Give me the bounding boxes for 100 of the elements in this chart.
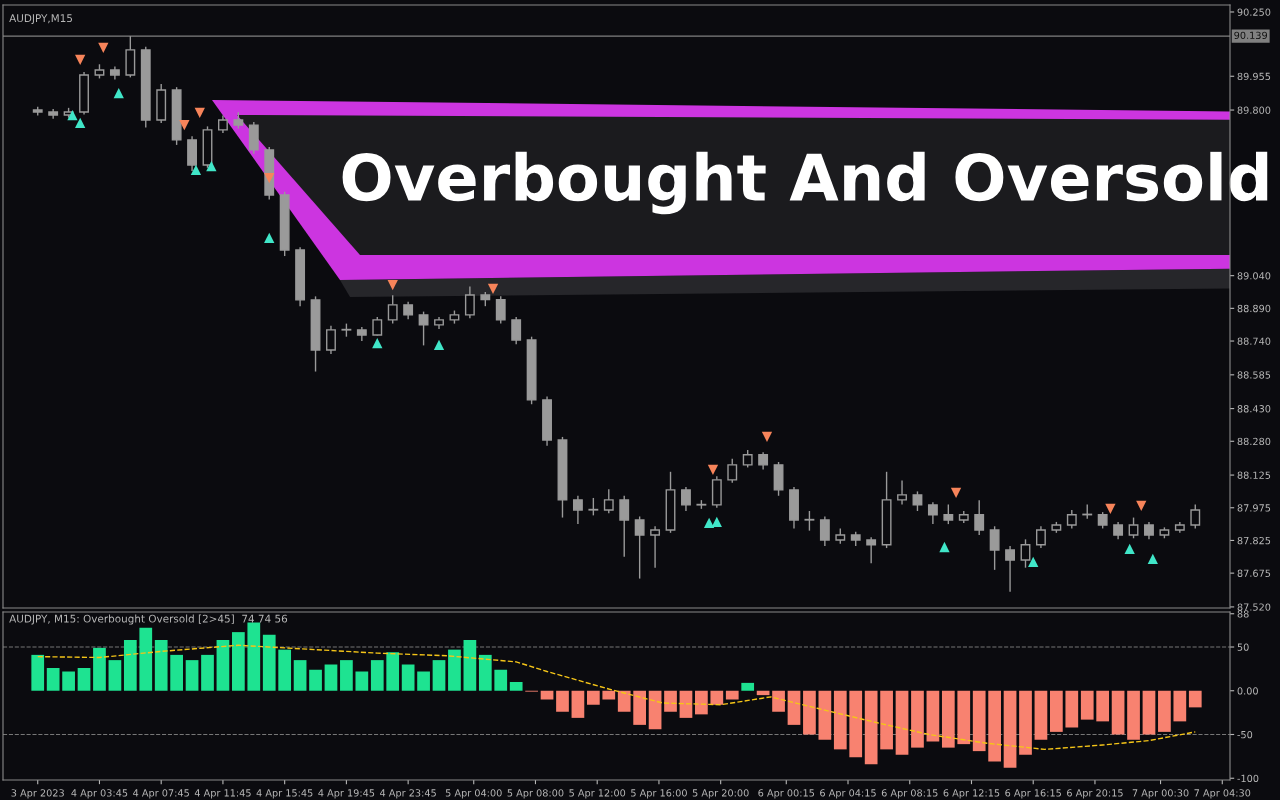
bar — [540, 690, 554, 700]
bar — [617, 690, 631, 712]
point — [711, 516, 722, 528]
bar — [432, 660, 446, 691]
y-tick-label: 88.430 — [1237, 405, 1271, 413]
bar — [108, 660, 122, 691]
bar — [247, 622, 261, 691]
point — [179, 119, 190, 131]
x-tick-label: 4 Apr 15:45 — [256, 789, 313, 799]
point — [264, 172, 275, 184]
bar — [1003, 690, 1017, 768]
y-tick-label: 87.825 — [1237, 536, 1271, 545]
bar — [309, 669, 322, 691]
bar — [324, 664, 338, 691]
bar — [401, 664, 415, 691]
bar — [1050, 690, 1063, 732]
candlestick — [1174, 521, 1185, 534]
candlestick — [1113, 521, 1124, 541]
bar — [1096, 690, 1110, 722]
bar — [31, 654, 45, 691]
x-tick-label: 5 Apr 20:00 — [692, 789, 749, 799]
y-tick-label: 88.280 — [1237, 437, 1271, 446]
bar — [1111, 690, 1125, 735]
bar — [262, 634, 276, 691]
y-tick-label: 87.675 — [1237, 569, 1271, 577]
candlestick — [1144, 521, 1154, 541]
bar — [648, 690, 662, 730]
point — [98, 42, 109, 54]
x-tick-label: 5 Apr 08:00 — [507, 789, 564, 799]
y-tick-label: 90.250 — [1237, 8, 1271, 16]
candlestick — [326, 325, 336, 355]
point — [206, 160, 217, 172]
point — [707, 464, 719, 475]
candlestick — [109, 65, 120, 81]
candlestick — [1035, 525, 1046, 549]
candlestick — [819, 515, 830, 547]
bar — [833, 690, 847, 750]
text: AUDJPY,M15 — [9, 14, 73, 25]
x-tick-label: 5 Apr 04:00 — [445, 789, 502, 799]
bar — [463, 640, 477, 691]
candlestick — [48, 108, 59, 120]
bar — [571, 690, 585, 718]
y-tick-label: 89.040 — [1237, 272, 1271, 280]
bar — [633, 690, 647, 725]
x-tick-label: 7 Apr 00:30 — [1132, 789, 1189, 799]
bar — [1127, 690, 1140, 740]
y-tick-label: 87.520 — [1237, 603, 1271, 611]
bar — [478, 654, 492, 691]
bar — [1080, 690, 1094, 720]
y-tick-label: 88.740 — [1237, 337, 1271, 345]
candlestick — [187, 135, 198, 172]
point — [487, 283, 499, 295]
x-tick-label: 3 Apr 2023 — [11, 789, 64, 799]
y-tick-label: 88.125 — [1237, 471, 1271, 479]
x-tick-label: 4 Apr 03:45 — [71, 789, 128, 799]
candlestick — [927, 501, 938, 525]
point — [67, 109, 78, 121]
bar — [293, 660, 307, 691]
point — [75, 117, 86, 129]
bar — [170, 654, 183, 691]
bar — [679, 690, 693, 718]
candlestick — [681, 486, 691, 512]
y-tick-label: 88 — [1237, 610, 1249, 618]
x-tick-label: 6 Apr 20:15 — [1067, 789, 1123, 799]
y-tick-label: 89.800 — [1237, 106, 1271, 114]
bar — [448, 649, 461, 691]
point — [703, 517, 715, 528]
bar — [1034, 690, 1048, 740]
y-tick-label: 88.890 — [1237, 304, 1271, 313]
bar — [895, 690, 909, 755]
candlestick — [866, 536, 877, 565]
y-tick-label: 0.00 — [1237, 687, 1258, 695]
bar — [62, 671, 75, 691]
x-tick-label: 6 Apr 12:15 — [943, 789, 1000, 799]
bar — [340, 660, 353, 691]
bar — [880, 690, 893, 750]
bar — [509, 682, 523, 691]
bar — [77, 668, 91, 691]
bar — [46, 668, 60, 691]
x-tick-label: 7 Apr 04:30 — [1194, 789, 1251, 799]
bar — [911, 690, 924, 748]
bar — [355, 671, 369, 691]
point — [387, 279, 398, 291]
bar — [972, 690, 986, 752]
bar — [1173, 690, 1187, 722]
y-tick-label: 89.955 — [1237, 72, 1271, 81]
bar — [710, 690, 724, 705]
point — [194, 107, 205, 119]
bar — [957, 690, 971, 745]
text: Overbought And Oversold — [342, 151, 1268, 215]
bar — [154, 640, 168, 691]
candlestick — [403, 301, 414, 320]
x-tick-label: 4 Apr 23:45 — [380, 789, 436, 799]
candlestick — [789, 486, 799, 530]
y-tick-label: -50 — [1237, 730, 1253, 739]
bar — [1065, 690, 1079, 728]
bar — [123, 640, 137, 691]
point — [433, 339, 445, 351]
point — [1105, 503, 1116, 514]
x-tick-label: 5 Apr 12:00 — [569, 789, 626, 799]
